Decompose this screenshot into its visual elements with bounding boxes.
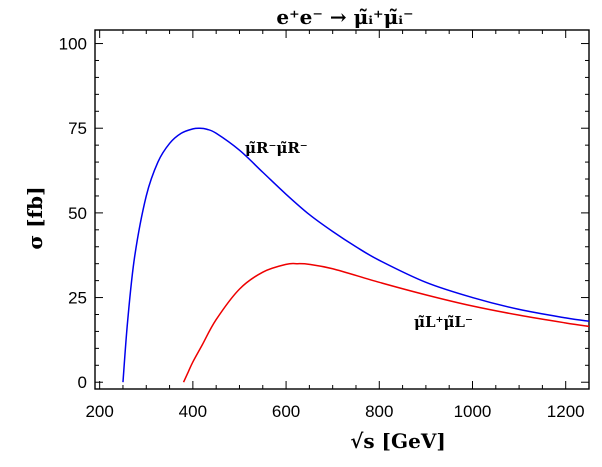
series-line-blue bbox=[122, 127, 589, 383]
y-tick-label: 50 bbox=[68, 204, 87, 223]
x-axis-title: √s [GeV] bbox=[350, 429, 446, 453]
x-tick-label: 400 bbox=[179, 402, 207, 421]
series-label-red: μ̃L⁺μ̃L⁻ bbox=[414, 313, 473, 331]
plot-frame bbox=[94, 29, 590, 390]
y-axis-title: σ [fb] bbox=[23, 186, 47, 249]
x-tick-label: 800 bbox=[365, 402, 393, 421]
x-tick-label: 200 bbox=[85, 402, 113, 421]
x-tick-label: 600 bbox=[272, 402, 300, 421]
y-tick-label: 0 bbox=[78, 373, 87, 392]
plot-area: 200 400 600 800 1000 1200 0 25 50 75 100 bbox=[59, 29, 590, 421]
y-tick-label: 75 bbox=[68, 119, 87, 138]
series-label-blue: μ̃R⁻μ̃R⁻ bbox=[245, 139, 308, 157]
chart-title: e⁺e⁻ → μ̃ᵢ⁺μ̃ᵢ⁻ bbox=[276, 5, 413, 29]
x-tick-label: 1200 bbox=[547, 402, 585, 421]
y-tick-label: 25 bbox=[68, 289, 87, 308]
y-tick-label: 100 bbox=[59, 35, 87, 54]
series-line-red bbox=[182, 262, 589, 383]
x-tick-label: 1000 bbox=[454, 402, 492, 421]
